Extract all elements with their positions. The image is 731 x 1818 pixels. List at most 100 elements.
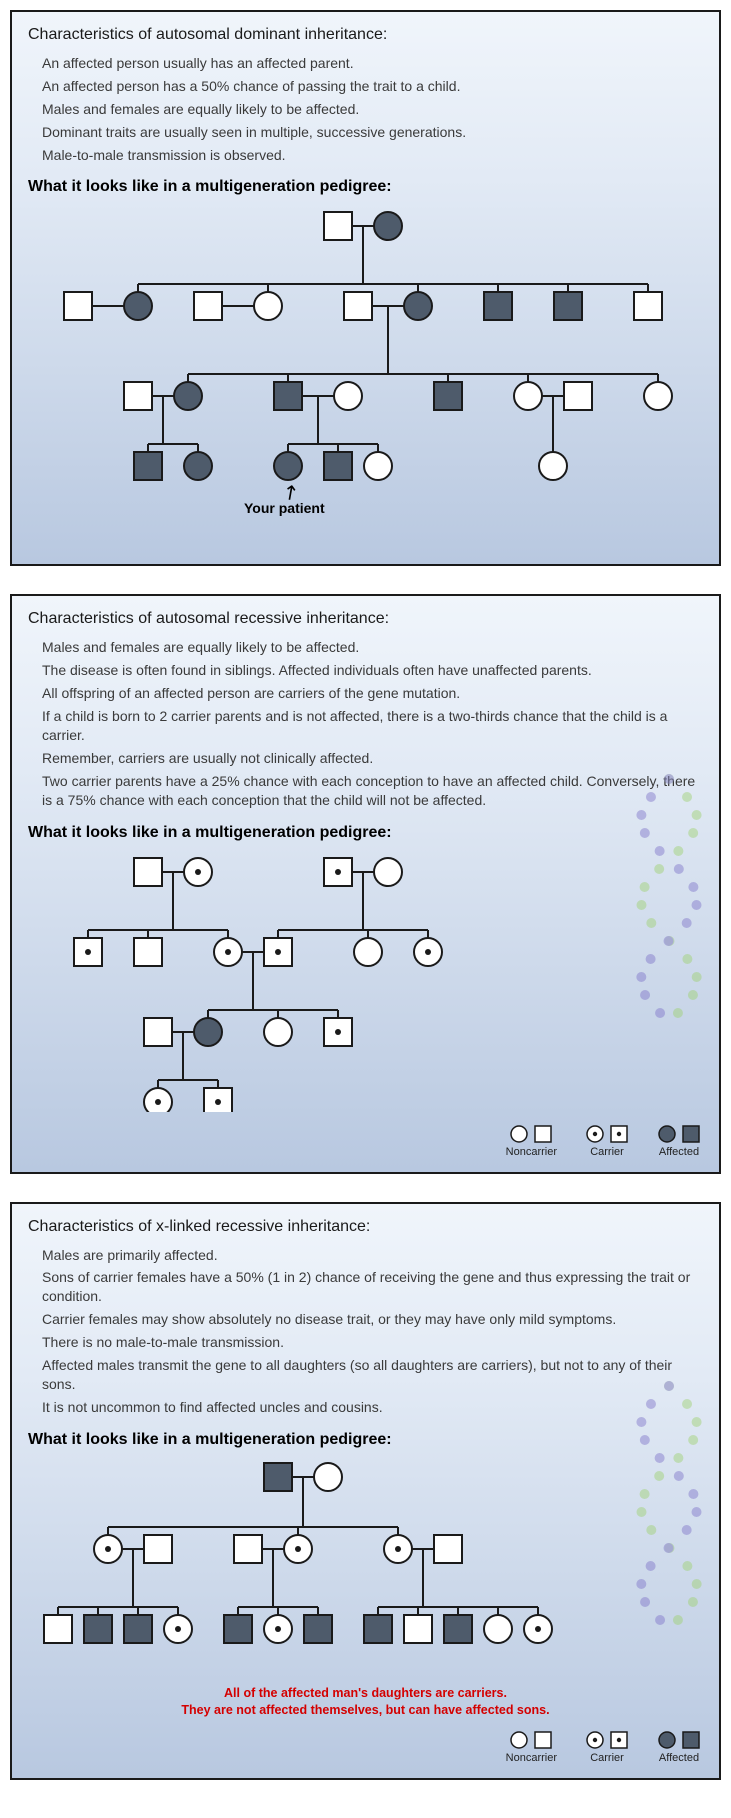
characteristic-item: Males and females are equally likely to … [42,100,703,119]
pedigree-node [64,292,92,320]
pedigree-node [264,1615,292,1643]
pedigree-node [274,452,302,480]
pedigree-node [554,292,582,320]
characteristic-item: There is no male-to-male transmission. [42,1333,703,1352]
pedigree-node [324,212,352,240]
characteristic-item: If a child is born to 2 carrier parents … [42,707,703,745]
pedigree-node [184,452,212,480]
pedigree-node [484,292,512,320]
legend-item-affected: Affected [657,1730,701,1764]
characteristic-item: Two carrier parents have a 25% chance wi… [42,772,703,810]
pedigree-node [444,1615,472,1643]
pedigree-node [484,1615,512,1643]
characteristic-list: An affected person usually has an affect… [28,54,703,164]
pedigree-node [144,1088,172,1112]
characteristic-item: It is not uncommon to find affected uncl… [42,1398,703,1417]
pedigree-node [334,382,362,410]
characteristic-item: Remember, carriers are usually not clini… [42,749,703,768]
pedigree-node [314,1463,342,1491]
legend-label: Noncarrier [506,1752,557,1764]
pedigree-heading: What it looks like in a multigeneration … [28,824,703,842]
pedigree-heading: What it looks like in a multigeneration … [28,178,703,196]
pedigree-node [264,938,292,966]
panel-ar: Characteristics of autosomal recessive i… [10,594,721,1173]
legend-label: Carrier [585,1146,629,1158]
pedigree-node [354,938,382,966]
pedigree-node [434,1535,462,1563]
pedigree-node [374,858,402,886]
characteristic-item: An affected person has a 50% chance of p… [42,77,703,96]
pedigree-node [144,1018,172,1046]
pedigree-node [74,938,102,966]
characteristic-item: Affected males transmit the gene to all … [42,1356,703,1394]
pedigree-node [214,938,242,966]
pedigree-node [564,382,592,410]
legend-label: Affected [657,1752,701,1764]
panel-xl: Characteristics of x-linked recessive in… [10,1202,721,1781]
characteristic-list: Males and females are equally likely to … [28,638,703,809]
legend-item-carrier: Carrier [585,1124,629,1158]
legend: Noncarrier Carrier Affected [506,1124,701,1158]
note-text: All of the affected man's daughters are … [28,1685,703,1719]
pedigree-node [524,1615,552,1643]
characteristic-item: Males and females are equally likely to … [42,638,703,657]
panel-ad: Characteristics of autosomal dominant in… [10,10,721,566]
pedigree-diagram: ↗Your patient [28,206,703,546]
pedigree-node [184,858,212,886]
pedigree-node [124,382,152,410]
pedigree-node [264,1463,292,1491]
characteristic-item: An affected person usually has an affect… [42,54,703,73]
characteristic-item: The disease is often found in siblings. … [42,661,703,680]
legend-item-noncarrier: Noncarrier [506,1124,557,1158]
characteristic-item: Males are primarily affected. [42,1246,703,1265]
pedigree-node [174,382,202,410]
pedigree-node [374,212,402,240]
pedigree-node [134,452,162,480]
pedigree-node [514,382,542,410]
panel-title: Characteristics of autosomal recessive i… [28,610,703,628]
panel-title: Characteristics of autosomal dominant in… [28,26,703,44]
pedigree-node [404,292,432,320]
pedigree-diagram [28,852,703,1112]
pedigree-node [324,858,352,886]
pedigree-node [344,292,372,320]
legend: Noncarrier Carrier Affected [506,1730,701,1764]
pedigree-node [194,1018,222,1046]
pedigree-node [164,1615,192,1643]
characteristic-item: All offspring of an affected person are … [42,684,703,703]
pedigree-node [384,1535,412,1563]
pedigree-node [254,292,282,320]
characteristic-item: Male-to-male transmission is observed. [42,146,703,165]
pedigree-node [324,1018,352,1046]
your-patient-label: Your patient [244,500,325,516]
legend-label: Carrier [585,1752,629,1764]
pedigree-node [274,382,302,410]
pedigree-node [634,292,662,320]
legend-item-affected: Affected [657,1124,701,1158]
pedigree-node [124,1615,152,1643]
characteristic-item: Dominant traits are usually seen in mult… [42,123,703,142]
pedigree-node [124,292,152,320]
pedigree-node [94,1535,122,1563]
legend-label: Affected [657,1146,701,1158]
pedigree-node [324,452,352,480]
characteristic-item: Sons of carrier females have a 50% (1 in… [42,1268,703,1306]
pedigree-node [134,858,162,886]
pedigree-node [539,452,567,480]
legend-label: Noncarrier [506,1146,557,1158]
characteristic-item: Carrier females may show absolutely no d… [42,1310,703,1329]
pedigree-node [364,452,392,480]
pedigree-node [204,1088,232,1112]
pedigree-node [144,1535,172,1563]
pedigree-node [304,1615,332,1643]
pedigree-node [224,1615,252,1643]
pedigree-node [44,1615,72,1643]
legend-item-noncarrier: Noncarrier [506,1730,557,1764]
pedigree-node [434,382,462,410]
legend-item-carrier: Carrier [585,1730,629,1764]
pedigree-node [194,292,222,320]
panel-title: Characteristics of x-linked recessive in… [28,1218,703,1236]
pedigree-heading: What it looks like in a multigeneration … [28,1431,703,1449]
pedigree-node [84,1615,112,1643]
pedigree-node [134,938,162,966]
